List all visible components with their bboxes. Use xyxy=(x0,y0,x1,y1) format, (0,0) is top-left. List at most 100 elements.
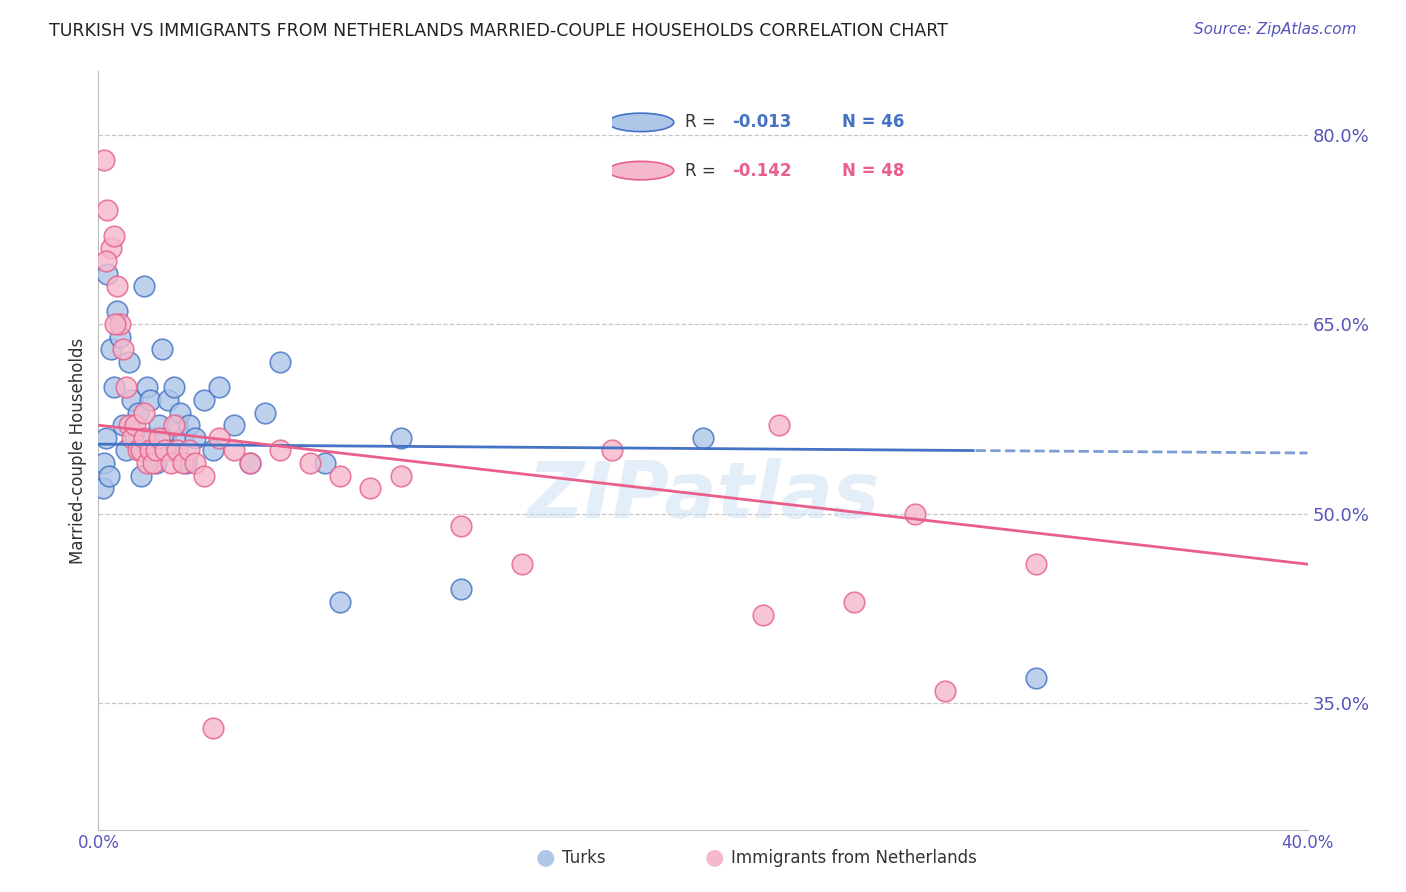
Point xyxy=(239,456,262,470)
Point xyxy=(114,380,136,394)
Point xyxy=(114,443,136,458)
Point xyxy=(135,456,157,470)
Text: R =: R = xyxy=(685,161,721,179)
Point xyxy=(148,431,170,445)
Point xyxy=(142,456,165,470)
Point xyxy=(111,418,134,433)
Text: R =: R = xyxy=(685,113,721,131)
Text: TURKISH VS IMMIGRANTS FROM NETHERLANDS MARRIED-COUPLE HOUSEHOLDS CORRELATION CHA: TURKISH VS IMMIGRANTS FROM NETHERLANDS M… xyxy=(49,22,948,40)
Point xyxy=(142,431,165,445)
Point xyxy=(510,557,533,572)
Point xyxy=(179,443,201,458)
Y-axis label: Married-couple Households: Married-couple Households xyxy=(69,337,87,564)
Point xyxy=(239,456,262,470)
Point xyxy=(93,456,115,470)
Point xyxy=(150,343,173,357)
Text: ●: ● xyxy=(536,847,555,867)
Point xyxy=(602,443,624,458)
Point xyxy=(166,418,188,433)
Point xyxy=(118,355,141,369)
Point xyxy=(103,380,125,394)
Point xyxy=(98,468,121,483)
Point xyxy=(94,254,117,268)
Point xyxy=(135,380,157,394)
Point xyxy=(174,456,197,470)
Point xyxy=(329,595,352,609)
Point xyxy=(224,418,246,433)
Point xyxy=(145,443,167,458)
Point xyxy=(103,228,125,243)
Text: -0.013: -0.013 xyxy=(733,113,792,131)
Point xyxy=(111,343,134,357)
Point xyxy=(160,443,183,458)
Point xyxy=(121,431,143,445)
Point xyxy=(389,431,412,445)
Point xyxy=(163,380,186,394)
Point xyxy=(1024,557,1046,572)
Circle shape xyxy=(607,113,673,132)
Text: ●: ● xyxy=(704,847,724,867)
Point xyxy=(172,456,194,470)
Point xyxy=(752,607,775,622)
Point xyxy=(202,443,225,458)
Point xyxy=(129,443,152,458)
Point xyxy=(127,443,149,458)
Circle shape xyxy=(607,161,673,180)
Point xyxy=(844,595,866,609)
Text: N = 48: N = 48 xyxy=(842,161,904,179)
Point xyxy=(124,431,146,445)
Text: Turks: Turks xyxy=(562,849,606,867)
Point xyxy=(94,431,117,445)
Text: Immigrants from Netherlands: Immigrants from Netherlands xyxy=(731,849,977,867)
Point xyxy=(124,418,146,433)
Point xyxy=(184,456,207,470)
Point xyxy=(96,267,118,281)
Point xyxy=(104,317,127,331)
Point xyxy=(129,468,152,483)
Text: Source: ZipAtlas.com: Source: ZipAtlas.com xyxy=(1194,22,1357,37)
Point xyxy=(208,380,231,394)
Text: N = 46: N = 46 xyxy=(842,113,904,131)
Point xyxy=(269,355,291,369)
Text: -0.142: -0.142 xyxy=(733,161,792,179)
Point xyxy=(132,406,155,420)
Point xyxy=(904,507,927,521)
Point xyxy=(314,456,336,470)
Point xyxy=(450,582,472,597)
Point xyxy=(179,418,201,433)
Point xyxy=(156,392,179,407)
Point xyxy=(269,443,291,458)
Point xyxy=(153,431,176,445)
Point xyxy=(148,418,170,433)
Point xyxy=(169,406,191,420)
Point xyxy=(193,468,215,483)
Point xyxy=(105,304,128,318)
Point xyxy=(768,418,790,433)
Point xyxy=(329,468,352,483)
Point xyxy=(139,392,162,407)
Point xyxy=(1024,671,1046,685)
Point xyxy=(184,431,207,445)
Point xyxy=(108,330,131,344)
Point xyxy=(389,468,412,483)
Point xyxy=(91,482,114,496)
Point xyxy=(692,431,714,445)
Point xyxy=(160,456,183,470)
Point xyxy=(100,241,122,255)
Point xyxy=(105,279,128,293)
Text: ZIPatlas: ZIPatlas xyxy=(527,458,879,534)
Point xyxy=(132,431,155,445)
Point xyxy=(172,431,194,445)
Point xyxy=(145,456,167,470)
Point xyxy=(193,392,215,407)
Point xyxy=(153,443,176,458)
Point xyxy=(163,418,186,433)
Point xyxy=(100,343,122,357)
Point xyxy=(118,418,141,433)
Point xyxy=(224,443,246,458)
Point xyxy=(127,406,149,420)
Point xyxy=(208,431,231,445)
Point xyxy=(121,392,143,407)
Point xyxy=(202,722,225,736)
Point xyxy=(299,456,322,470)
